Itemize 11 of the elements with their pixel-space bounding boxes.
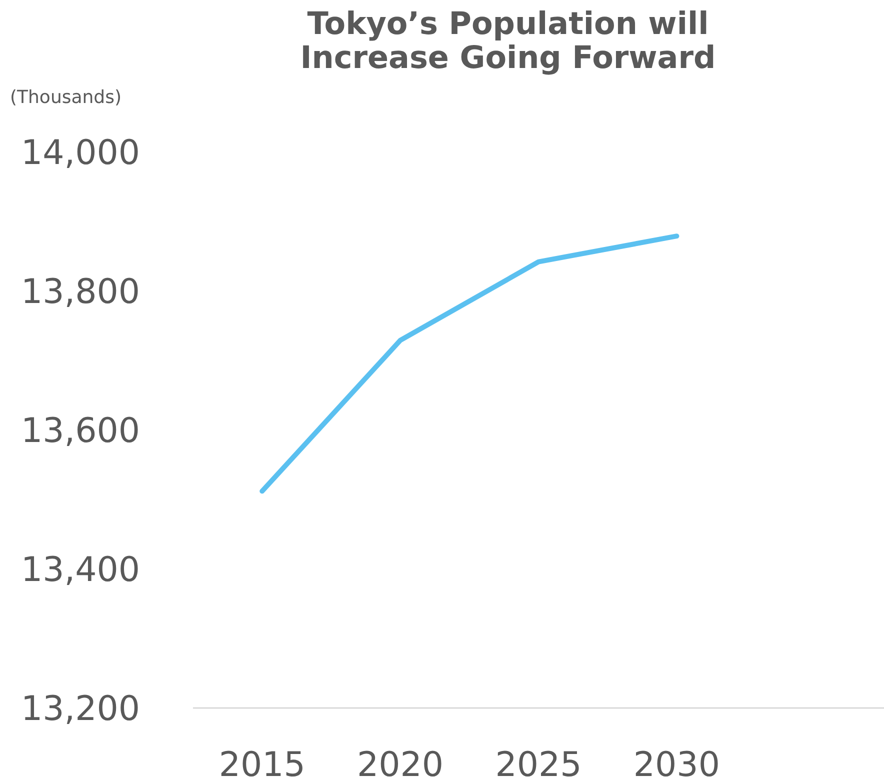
y-tick-label: 14,000: [21, 133, 140, 174]
y-tick-label: 13,400: [21, 550, 140, 590]
y-tick-label: 13,800: [21, 272, 140, 312]
y-axis-title: (Thousands): [10, 87, 122, 108]
x-tick-label: 2015: [218, 745, 306, 781]
chart-title: Tokyo’s Population will Increase Going Forward: [300, 6, 716, 76]
x-tick-label: 2025: [495, 745, 582, 781]
x-tick-label: 2030: [633, 745, 720, 781]
y-tick-label: 13,600: [21, 411, 140, 452]
y-tick-label: 13,200: [21, 689, 140, 730]
x-tick-label: 2020: [357, 745, 444, 781]
